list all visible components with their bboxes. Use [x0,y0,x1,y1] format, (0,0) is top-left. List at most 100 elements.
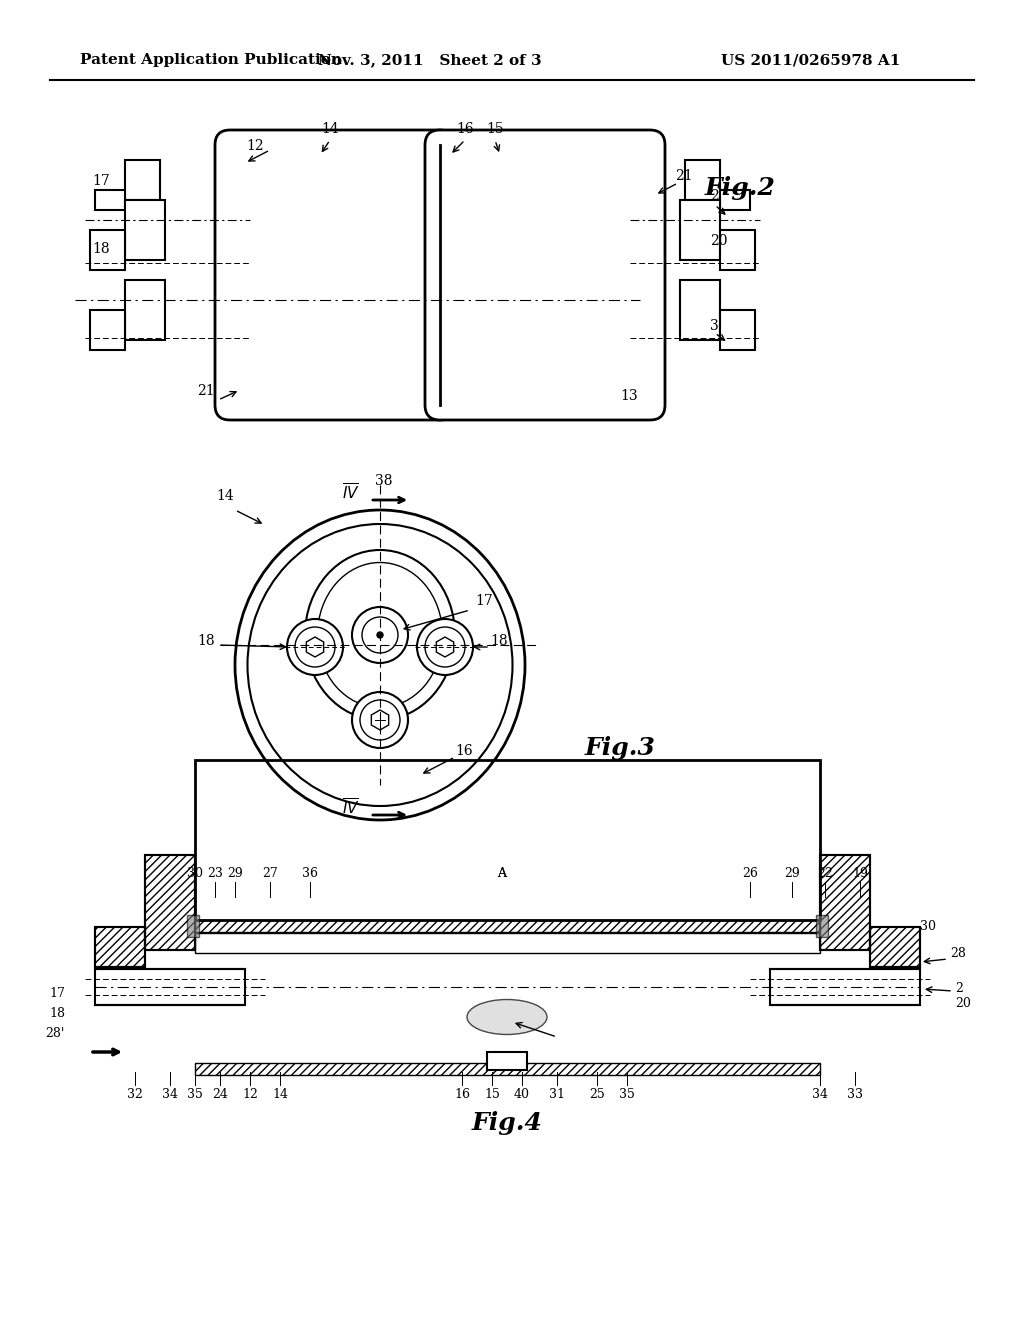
Text: 35: 35 [187,1088,203,1101]
Bar [685,160,720,201]
Bar [720,310,755,350]
Text: A: A [498,867,507,880]
Text: 14: 14 [216,488,233,503]
Text: 34: 34 [812,1088,828,1101]
Text: $\overline{IV}$: $\overline{IV}$ [342,483,360,503]
Polygon shape [306,638,324,657]
Text: 15: 15 [486,121,504,136]
Text: 13: 13 [620,389,638,403]
Circle shape [417,619,473,675]
Circle shape [352,692,408,748]
Bar [195,933,820,953]
Text: 20: 20 [955,997,971,1010]
Text: 22: 22 [817,867,833,880]
Text: 35: 35 [620,1088,635,1101]
Text: 18: 18 [49,1007,65,1020]
Text: 21: 21 [675,169,692,183]
Text: 30: 30 [920,920,936,933]
Polygon shape [372,710,389,730]
Polygon shape [436,638,454,657]
Text: 28': 28' [46,1027,65,1040]
Bar [90,230,125,271]
Bar [487,1052,527,1071]
Text: 23: 23 [207,867,223,880]
Text: Patent Application Publication: Patent Application Publication [80,53,342,67]
Bar [95,969,245,1005]
Text: Nov. 3, 2011   Sheet 2 of 3: Nov. 3, 2011 Sheet 2 of 3 [318,53,542,67]
Text: 2: 2 [955,982,963,995]
Circle shape [377,632,383,638]
Text: 36: 36 [302,867,318,880]
FancyBboxPatch shape [425,129,665,420]
Bar [95,927,145,968]
Text: 3: 3 [710,319,719,333]
Circle shape [352,607,408,663]
Text: 2: 2 [710,189,719,203]
Bar [680,201,720,260]
Bar [195,1063,820,1074]
Bar [820,855,870,950]
Text: 29: 29 [784,867,800,880]
Text: 25: 25 [589,1088,605,1101]
Bar [95,927,145,968]
Bar [770,969,920,1005]
Text: Fig.3: Fig.3 [585,737,655,760]
Text: 24: 24 [212,1088,228,1101]
Text: 19: 19 [852,867,868,880]
Text: Fig.2: Fig.2 [705,176,775,201]
Text: 21: 21 [198,384,215,399]
Text: 28: 28 [950,946,966,960]
Text: 17: 17 [475,594,493,609]
Text: 30: 30 [187,867,203,880]
Bar [680,280,720,341]
Bar [125,160,160,201]
Bar [816,915,828,937]
Text: 20: 20 [710,234,727,248]
Bar [115,895,900,1080]
Text: A: A [498,867,507,880]
FancyBboxPatch shape [215,129,455,420]
Text: 18: 18 [490,634,508,648]
Bar [125,280,165,341]
Text: Fig.4: Fig.4 [472,1111,543,1135]
Text: 12: 12 [242,1088,258,1101]
Text: 14: 14 [322,121,339,136]
Text: 38: 38 [375,474,392,488]
Text: 16: 16 [455,744,473,758]
Text: US 2011/0265978 A1: US 2011/0265978 A1 [721,53,900,67]
Text: 29: 29 [227,867,243,880]
Text: 34: 34 [162,1088,178,1101]
Text: 15: 15 [484,1088,500,1101]
Bar [145,855,195,950]
Bar [145,855,195,950]
Text: 33: 33 [847,1088,863,1101]
Bar [870,927,920,968]
Ellipse shape [467,999,547,1035]
Circle shape [287,619,343,675]
Ellipse shape [234,510,525,820]
Bar [90,310,125,350]
Text: 18: 18 [198,634,215,648]
Text: 31: 31 [549,1088,565,1101]
Text: 17: 17 [92,174,110,187]
Ellipse shape [305,550,455,719]
Text: 17: 17 [49,987,65,1001]
Bar [720,230,755,271]
Text: 12: 12 [246,139,264,153]
Text: $\overline{IV}$: $\overline{IV}$ [342,797,360,818]
Text: 26: 26 [742,867,758,880]
Text: 18: 18 [92,242,110,256]
Bar [195,920,820,932]
Bar [125,201,165,260]
Bar [187,915,199,937]
Text: 27: 27 [262,867,278,880]
Text: 40: 40 [514,1088,530,1101]
Text: 32: 32 [127,1088,143,1101]
Text: 16: 16 [454,1088,470,1101]
Text: 14: 14 [272,1088,288,1101]
Bar [195,760,820,920]
Bar [870,927,920,968]
Text: 16: 16 [456,121,474,136]
Bar [720,190,750,210]
Bar [95,190,125,210]
